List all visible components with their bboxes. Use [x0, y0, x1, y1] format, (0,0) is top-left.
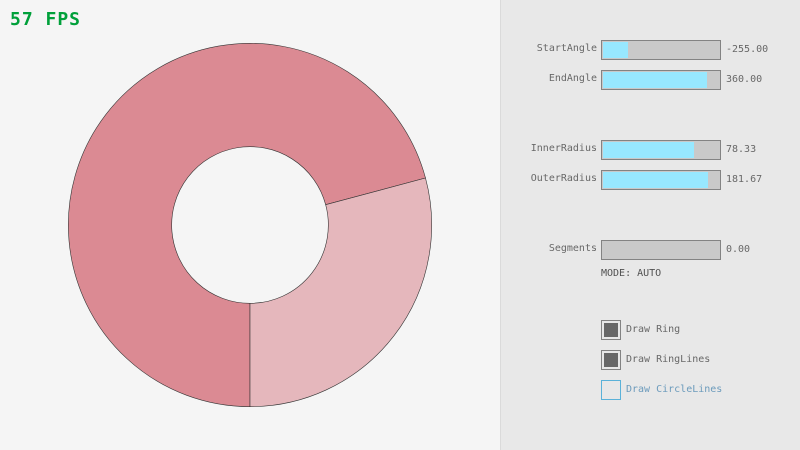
slider-track[interactable]	[601, 140, 721, 160]
checkbox-draw-ring-lines[interactable]: Draw RingLines	[601, 350, 800, 370]
fps-counter: 57 FPS	[10, 9, 82, 30]
checkbox-draw-circle-lines[interactable]: Draw CircleLines	[601, 380, 800, 400]
slider-label: EndAngle	[548, 73, 597, 84]
controls-panel: StartAngle -255.00 EndAngle 360.00 Inner…	[500, 0, 800, 450]
checkbox-label: Draw CircleLines	[626, 384, 723, 395]
slider-label: Segments	[548, 243, 597, 254]
ring-segment-main	[68, 43, 426, 407]
slider-value: 360.00	[726, 74, 763, 85]
slider-outer-radius[interactable]: OuterRadius 181.67	[501, 170, 800, 190]
slider-fill	[603, 142, 694, 158]
slider-label: OuterRadius	[530, 173, 597, 184]
slider-inner-radius[interactable]: InnerRadius 78.33	[501, 140, 800, 160]
checkbox-label: Draw Ring	[626, 324, 681, 335]
slider-end-angle[interactable]: EndAngle 360.00	[501, 70, 800, 90]
checkbox-draw-ring[interactable]: Draw Ring	[601, 320, 800, 340]
slider-label: StartAngle	[536, 43, 597, 54]
slider-start-angle[interactable]: StartAngle -255.00	[501, 40, 800, 60]
ring-segment-light	[249, 177, 432, 407]
checkbox-label: Draw RingLines	[626, 354, 711, 365]
slider-track[interactable]	[601, 170, 721, 190]
slider-fill	[603, 72, 708, 88]
slider-label: InnerRadius	[530, 143, 597, 154]
checkbox-box[interactable]	[601, 380, 621, 400]
slider-track[interactable]	[601, 240, 721, 260]
slider-value: 78.33	[726, 144, 757, 155]
mode-label: MODE: AUTO	[601, 268, 662, 279]
slider-segments[interactable]: Segments 0.00	[501, 240, 800, 260]
checkbox-box[interactable]	[601, 350, 621, 370]
render-canvas: 57 FPS	[10, 9, 432, 407]
slider-value: 181.67	[726, 174, 763, 185]
ring-drawing	[68, 43, 432, 407]
slider-fill	[603, 172, 709, 188]
slider-track[interactable]	[601, 40, 721, 60]
slider-value: 0.00	[726, 244, 751, 255]
slider-fill	[603, 42, 629, 58]
slider-track[interactable]	[601, 70, 721, 90]
checkbox-box[interactable]	[601, 320, 621, 340]
slider-value: -255.00	[726, 44, 769, 55]
